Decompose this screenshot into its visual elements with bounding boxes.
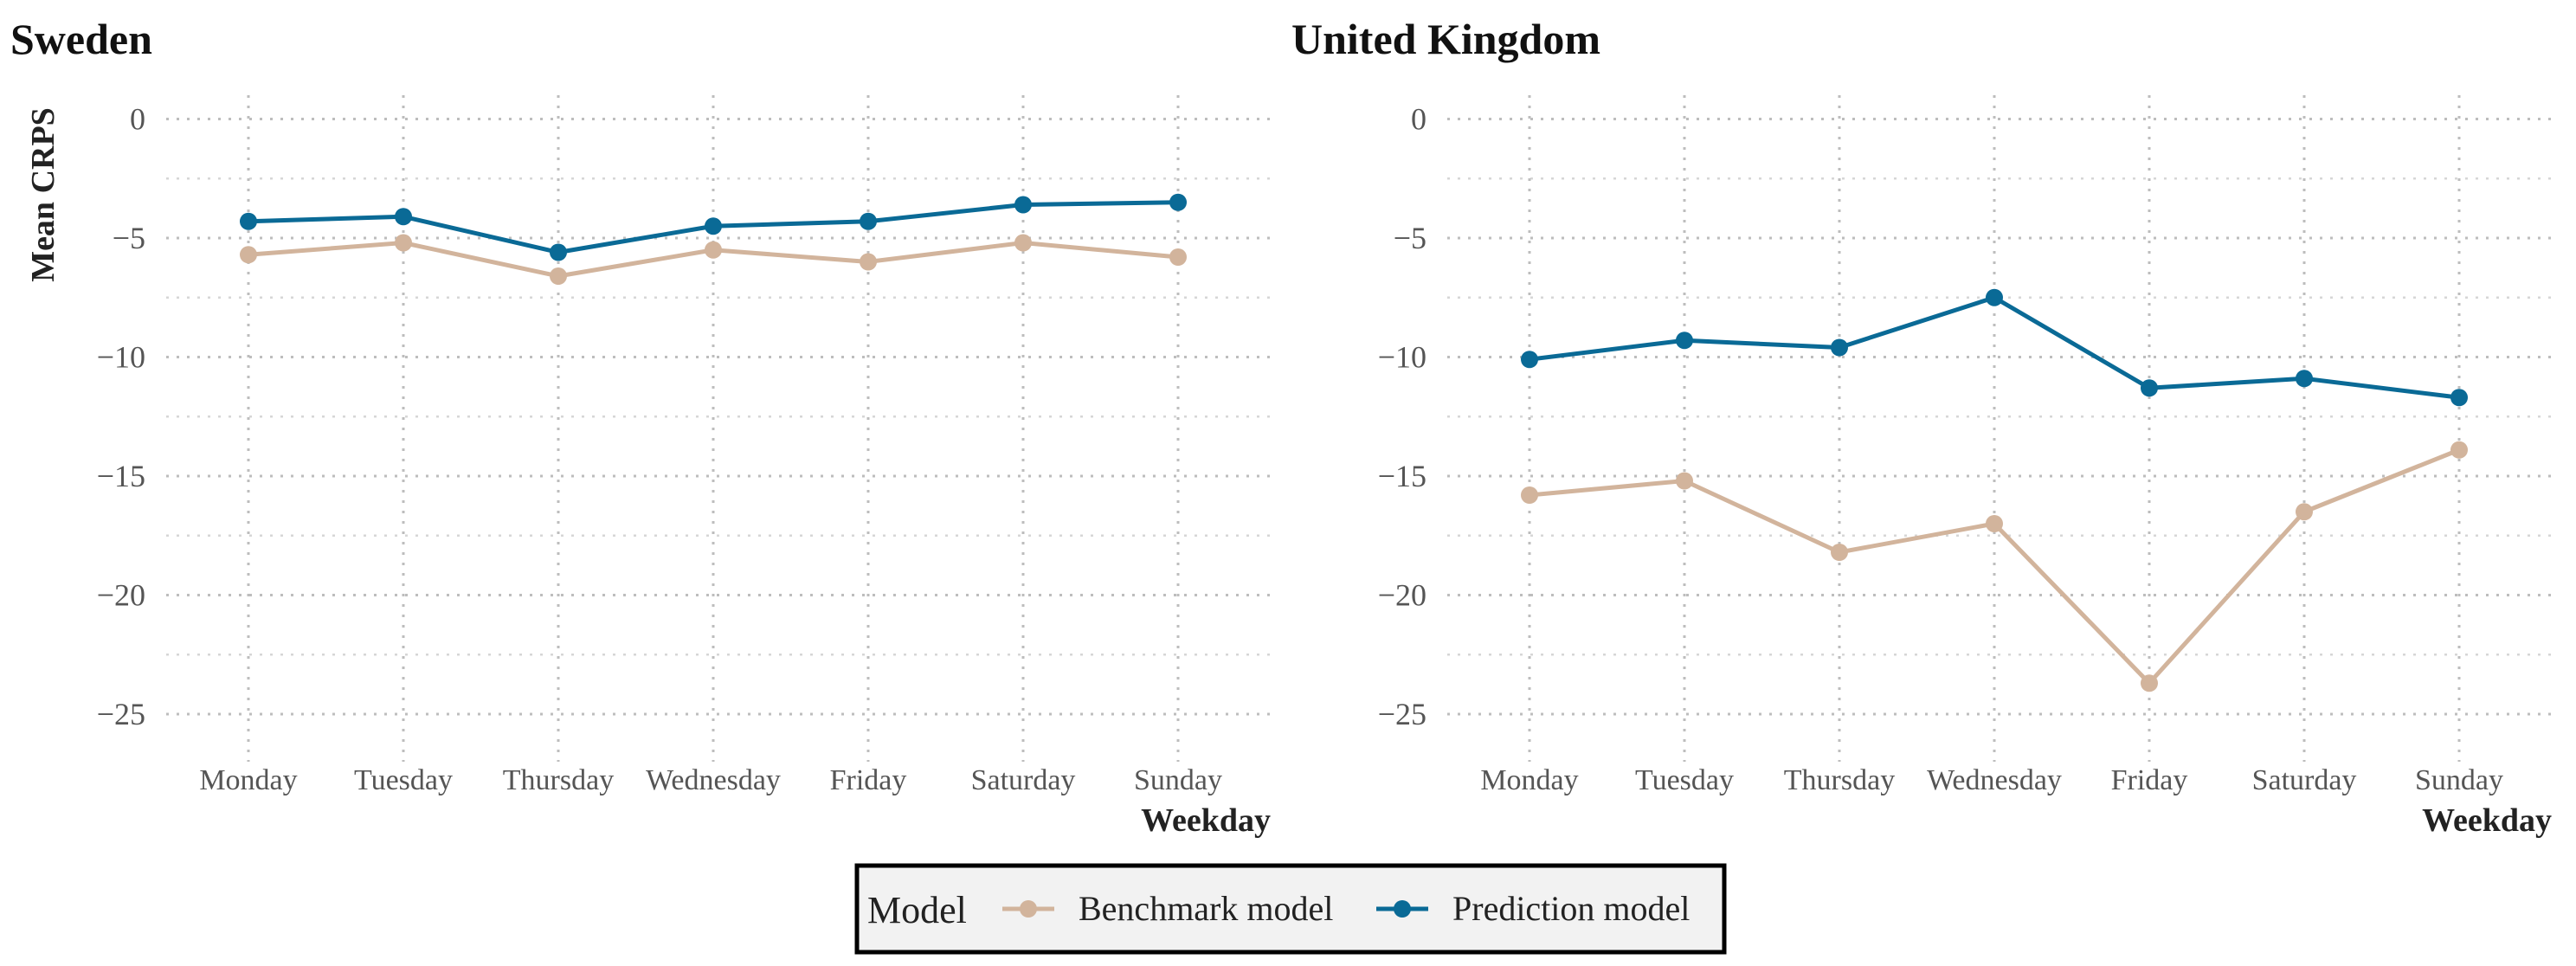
legend-item-benchmark: Benchmark model xyxy=(1002,889,1333,928)
y-tick-label: −5 xyxy=(113,221,145,255)
data-point-prediction-model xyxy=(395,208,412,226)
x-ticks-united-kingdom: Monday Tuesday Thursday Wednesday Friday Satu… xyxy=(1480,764,2503,796)
legend-box xyxy=(854,863,1727,955)
x-axis-title-united-kingdom: Weekday xyxy=(2422,802,2552,839)
y-ticks-united-kingdom: 0 −5 −10 −15 −20 −25 xyxy=(1378,102,1426,732)
data-point-benchmark-model xyxy=(395,234,412,252)
y-tick-label: −25 xyxy=(97,697,145,731)
data-point-prediction-model xyxy=(860,212,877,230)
y-tick-label: −15 xyxy=(1378,459,1426,493)
panel-united-kingdom: United Kingdom Weekday 0 −5 −10 −15 −20 −25 M… xyxy=(1291,15,2553,839)
data-point-benchmark-model xyxy=(2296,503,2313,521)
x-tick-label: Tuesday xyxy=(1635,764,1734,796)
x-tick-label: Monday xyxy=(1480,764,1578,796)
y-tick-label: −20 xyxy=(97,578,145,613)
x-tick-label: Thursday xyxy=(1784,764,1895,796)
data-point-benchmark-model xyxy=(860,253,877,271)
data-point-benchmark-model xyxy=(2450,441,2468,459)
y-tick-label: −20 xyxy=(1378,578,1426,613)
data-point-benchmark-model xyxy=(2141,674,2158,692)
data-point-benchmark-model xyxy=(1169,248,1187,266)
y-tick-label: −15 xyxy=(97,459,145,493)
legend-label-benchmark: Benchmark model xyxy=(1079,889,1333,928)
series-line-prediction-model xyxy=(1529,295,2460,400)
x-tick-label: Friday xyxy=(2111,764,2188,796)
grid-united-kingdom xyxy=(1447,95,2553,762)
y-tick-label: −10 xyxy=(97,340,145,375)
data-point-prediction-model xyxy=(1831,338,1848,357)
x-tick-label: Saturday xyxy=(971,764,1076,796)
x-tick-label: Monday xyxy=(199,764,297,796)
grid-sweden xyxy=(166,95,1272,762)
series-united-kingdom xyxy=(1521,288,2468,692)
data-point-prediction-model xyxy=(550,243,567,261)
x-ticks-sweden: Monday Tuesday Thursday Wednesday Friday Satu… xyxy=(199,764,1222,796)
x-tick-label: Wednesday xyxy=(646,764,781,796)
data-point-prediction-model xyxy=(1521,351,1538,369)
x-tick-label: Wednesday xyxy=(1927,764,2062,796)
data-point-prediction-model xyxy=(2296,370,2313,388)
data-point-benchmark-model xyxy=(1521,486,1538,504)
legend-marker-benchmark xyxy=(1020,900,1037,918)
panel-sweden: Sweden Mean CRPS Weekday 0 −5 −10 −15 −20 −25… xyxy=(10,15,1272,839)
y-tick-label: 0 xyxy=(130,102,145,137)
panel-title-united-kingdom: United Kingdom xyxy=(1291,15,1600,63)
data-point-prediction-model xyxy=(2450,389,2468,407)
y-ticks-sweden: 0 −5 −10 −15 −20 −25 xyxy=(97,102,145,732)
y-tick-label: −10 xyxy=(1378,340,1426,375)
y-tick-label: −5 xyxy=(1394,221,1426,255)
data-point-benchmark-model xyxy=(550,267,567,285)
data-point-benchmark-model xyxy=(1986,515,2003,532)
x-tick-label: Sunday xyxy=(2415,764,2503,796)
series-sweden xyxy=(240,193,1187,285)
data-point-prediction-model xyxy=(240,212,257,230)
x-tick-label: Saturday xyxy=(2252,764,2357,796)
legend-label-prediction: Prediction model xyxy=(1452,889,1690,928)
data-point-prediction-model xyxy=(2141,379,2158,397)
x-tick-label: Tuesday xyxy=(354,764,453,796)
data-point-prediction-model xyxy=(1986,288,2003,306)
legend-item-prediction: Prediction model xyxy=(1376,889,1690,928)
data-point-benchmark-model xyxy=(705,241,722,259)
data-point-benchmark-model xyxy=(240,246,257,264)
x-tick-label: Thursday xyxy=(503,764,614,796)
data-point-benchmark-model xyxy=(1014,234,1032,252)
x-axis-title-sweden: Weekday xyxy=(1141,802,1271,839)
data-point-benchmark-model xyxy=(1676,472,1693,490)
data-point-benchmark-model xyxy=(1831,544,1848,561)
legend-marker-prediction xyxy=(1394,900,1411,918)
data-point-prediction-model xyxy=(705,217,722,235)
y-axis-title: Mean CRPS xyxy=(25,107,61,282)
data-point-prediction-model xyxy=(1169,193,1187,211)
y-tick-label: −25 xyxy=(1378,697,1426,731)
legend-title: Model xyxy=(867,889,967,931)
panel-title-sweden: Sweden xyxy=(10,15,152,63)
data-point-prediction-model xyxy=(1014,196,1032,214)
x-tick-label: Friday xyxy=(830,764,907,796)
data-point-prediction-model xyxy=(1676,332,1693,350)
y-tick-label: 0 xyxy=(1411,102,1426,137)
legend: Model Benchmark model Prediction model xyxy=(854,863,1727,955)
x-tick-label: Sunday xyxy=(1134,764,1222,796)
